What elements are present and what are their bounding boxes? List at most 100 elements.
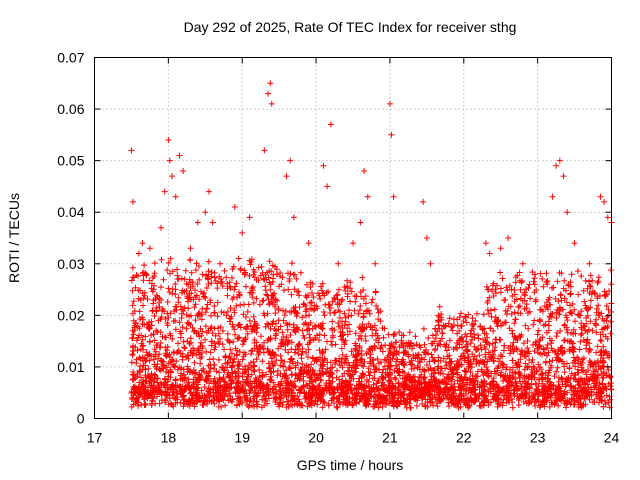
data-point <box>237 266 244 273</box>
data-point-highlight <box>560 173 567 180</box>
data-point <box>140 396 147 403</box>
data-point <box>142 401 149 408</box>
data-point-highlight <box>290 214 297 221</box>
data-point <box>511 309 518 316</box>
data-point <box>412 333 419 340</box>
data-point <box>476 352 483 359</box>
data-point <box>595 274 602 281</box>
data-point <box>258 263 265 270</box>
data-point <box>260 297 267 304</box>
data-point <box>141 262 148 269</box>
data-point <box>406 329 413 336</box>
data-point-highlight <box>519 260 526 267</box>
data-point <box>531 275 538 282</box>
x-tick-label: 23 <box>530 430 546 446</box>
data-point-highlight <box>505 235 512 241</box>
data-point <box>349 390 356 397</box>
data-point-highlight <box>217 260 224 267</box>
data-point <box>282 308 289 315</box>
data-point <box>499 353 506 360</box>
data-point <box>293 275 300 282</box>
data-point <box>372 289 379 296</box>
data-point-highlight <box>194 219 201 226</box>
data-point <box>558 374 565 381</box>
data-point <box>306 312 313 319</box>
data-point <box>352 298 359 305</box>
data-point-highlight <box>139 240 146 247</box>
data-point <box>425 335 432 342</box>
data-point <box>373 327 380 334</box>
data-point <box>215 356 222 363</box>
data-point <box>532 402 539 409</box>
data-point <box>374 355 381 362</box>
data-point <box>326 305 333 312</box>
data-point <box>288 291 295 298</box>
data-point <box>517 286 524 293</box>
data-point <box>274 372 281 379</box>
data-point <box>280 363 287 370</box>
data-point <box>129 352 136 359</box>
data-point <box>299 314 306 321</box>
data-point <box>264 320 271 327</box>
data-point <box>595 302 602 309</box>
data-point <box>569 301 576 308</box>
data-point <box>165 285 172 292</box>
data-point <box>203 348 210 355</box>
data-point-highlight <box>350 240 356 247</box>
data-point <box>464 347 471 354</box>
data-point <box>224 308 231 315</box>
data-point-highlight <box>423 235 430 241</box>
data-point <box>172 317 179 324</box>
data-point-highlight <box>161 188 168 195</box>
data-point <box>142 333 149 340</box>
data-point <box>594 279 601 286</box>
data-point <box>463 319 470 326</box>
data-point <box>360 314 367 321</box>
data-point <box>279 329 286 336</box>
data-point <box>413 341 420 348</box>
data-point <box>351 307 358 314</box>
data-point <box>191 304 198 311</box>
data-point <box>221 267 228 274</box>
data-point-highlight <box>239 229 246 236</box>
data-point <box>564 329 571 336</box>
data-point <box>231 286 238 293</box>
data-point <box>278 357 285 364</box>
data-point <box>515 303 522 310</box>
data-point <box>577 332 584 339</box>
data-point <box>214 299 221 306</box>
data-point <box>594 343 601 350</box>
data-point <box>503 319 510 326</box>
data-point-highlight <box>327 121 334 128</box>
data-point <box>181 344 188 351</box>
data-point <box>534 331 541 338</box>
data-point <box>130 331 137 338</box>
data-point <box>316 331 323 338</box>
data-point <box>586 278 593 285</box>
data-point <box>592 321 599 328</box>
data-point <box>497 285 504 292</box>
data-point <box>304 354 311 361</box>
data-point <box>237 301 244 308</box>
data-point <box>228 274 235 281</box>
data-point <box>554 351 561 358</box>
data-point <box>539 375 546 382</box>
x-axis-label: GPS time / hours <box>297 457 404 473</box>
data-point-highlight <box>388 131 395 138</box>
data-point <box>188 312 195 319</box>
data-point <box>583 345 590 352</box>
data-point <box>436 303 443 310</box>
data-point <box>472 317 479 324</box>
data-point-highlight <box>261 147 268 154</box>
data-point <box>587 297 594 304</box>
data-point <box>499 275 506 282</box>
data-point <box>525 310 532 316</box>
data-point <box>542 358 549 365</box>
data-point <box>278 281 285 288</box>
data-point <box>180 307 187 314</box>
data-point <box>549 284 556 291</box>
data-point <box>323 338 330 345</box>
data-point <box>184 363 191 370</box>
data-point <box>197 360 204 367</box>
data-point <box>561 321 568 328</box>
